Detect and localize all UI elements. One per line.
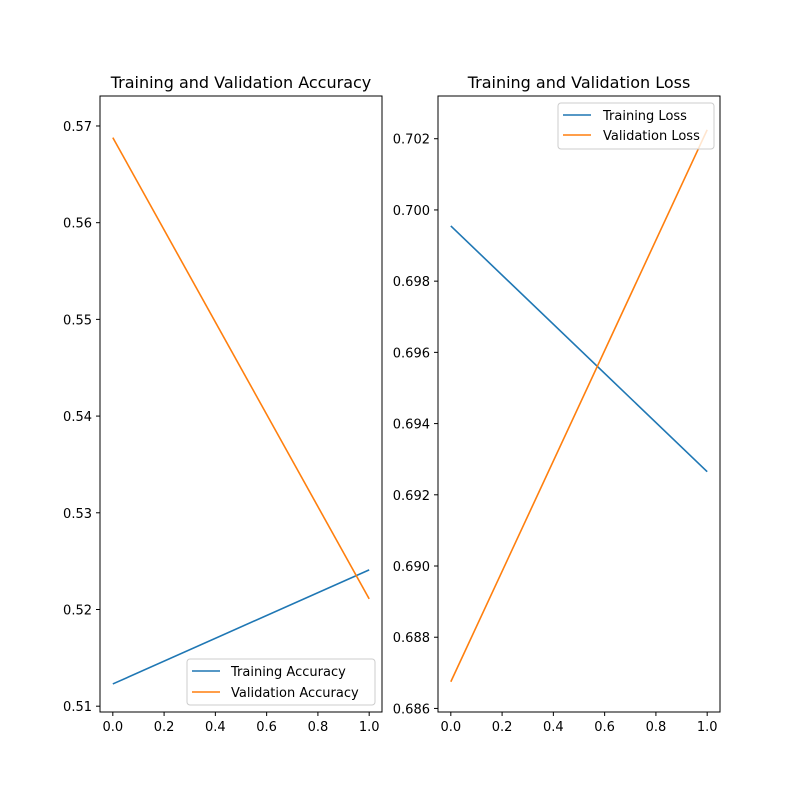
loss-xtick-label: 0.2 (492, 720, 513, 735)
accuracy-xtick-label: 0.6 (256, 720, 277, 735)
loss-ytick-label: 0.686 (393, 702, 430, 717)
accuracy-legend-box (186, 658, 376, 706)
accuracy-chart-title: Training and Validation Accuracy (110, 73, 372, 92)
loss-legend: Training Loss Validation Loss (557, 102, 715, 150)
loss-ytick-label: 0.694 (393, 418, 430, 433)
loss-ytick-label: 0.702 (393, 133, 430, 148)
loss-chart: Training and Validation Loss 0.0 0.2 0.4 0.… (393, 73, 721, 735)
accuracy-ytick-label: 0.51 (63, 700, 92, 715)
loss-xtick-label: 0.0 (440, 720, 461, 735)
accuracy-xtick-label: 0.0 (102, 720, 123, 735)
loss-ytick-label: 0.698 (393, 275, 430, 290)
accuracy-ytick-label: 0.52 (63, 603, 92, 618)
loss-ytick-label: 0.696 (393, 346, 430, 361)
accuracy-plot-frame (99, 95, 383, 713)
loss-ytick-label: 0.690 (393, 560, 430, 575)
loss-xtick-label: 1.0 (697, 720, 718, 735)
series-line-training-loss (450, 225, 708, 473)
loss-ticks: 0.0 0.2 0.4 0.6 0.8 1.0 0.686 0.688 0.690 0.692 0.… (393, 133, 718, 735)
loss-ytick-label: 0.692 (393, 489, 430, 504)
series-line-validation-loss (450, 129, 708, 683)
loss-chart-title: Training and Validation Loss (467, 73, 691, 92)
accuracy-xtick-label: 0.8 (308, 720, 329, 735)
loss-lines (450, 129, 708, 683)
accuracy-ytick-label: 0.57 (63, 120, 92, 135)
accuracy-ytick-label: 0.56 (63, 217, 92, 232)
legend-label-validation-loss: Validation Loss (603, 129, 700, 144)
accuracy-ytick-label: 0.55 (63, 313, 92, 328)
accuracy-ytick-label: 0.53 (63, 507, 92, 522)
loss-ytick-label: 0.688 (393, 631, 430, 646)
legend-label-training-accuracy: Training Accuracy (230, 665, 346, 680)
loss-ytick-label: 0.700 (393, 204, 430, 219)
legend-label-validation-accuracy: Validation Accuracy (231, 686, 359, 701)
accuracy-chart: Training and Validation Accuracy 0.0 0.2 0… (63, 73, 383, 735)
legend-label-training-loss: Training Loss (602, 109, 687, 124)
series-line-validation-accuracy (112, 137, 370, 600)
accuracy-xtick-label: 0.4 (205, 720, 226, 735)
accuracy-legend: Training Accuracy Validation Accuracy (186, 658, 376, 706)
accuracy-lines (112, 137, 370, 685)
loss-plot-frame (437, 95, 721, 713)
accuracy-xtick-label: 0.2 (154, 720, 175, 735)
loss-xtick-label: 0.4 (543, 720, 564, 735)
accuracy-ytick-label: 0.54 (63, 410, 92, 425)
accuracy-ticks: 0.0 0.2 0.4 0.6 0.8 1.0 0.51 0.52 0.53 0.54 0.55 0.… (63, 120, 379, 735)
loss-legend-box (557, 102, 715, 150)
accuracy-xtick-label: 1.0 (359, 720, 380, 735)
series-line-training-accuracy (112, 569, 370, 685)
loss-xtick-label: 0.8 (646, 720, 667, 735)
loss-xtick-label: 0.6 (594, 720, 615, 735)
